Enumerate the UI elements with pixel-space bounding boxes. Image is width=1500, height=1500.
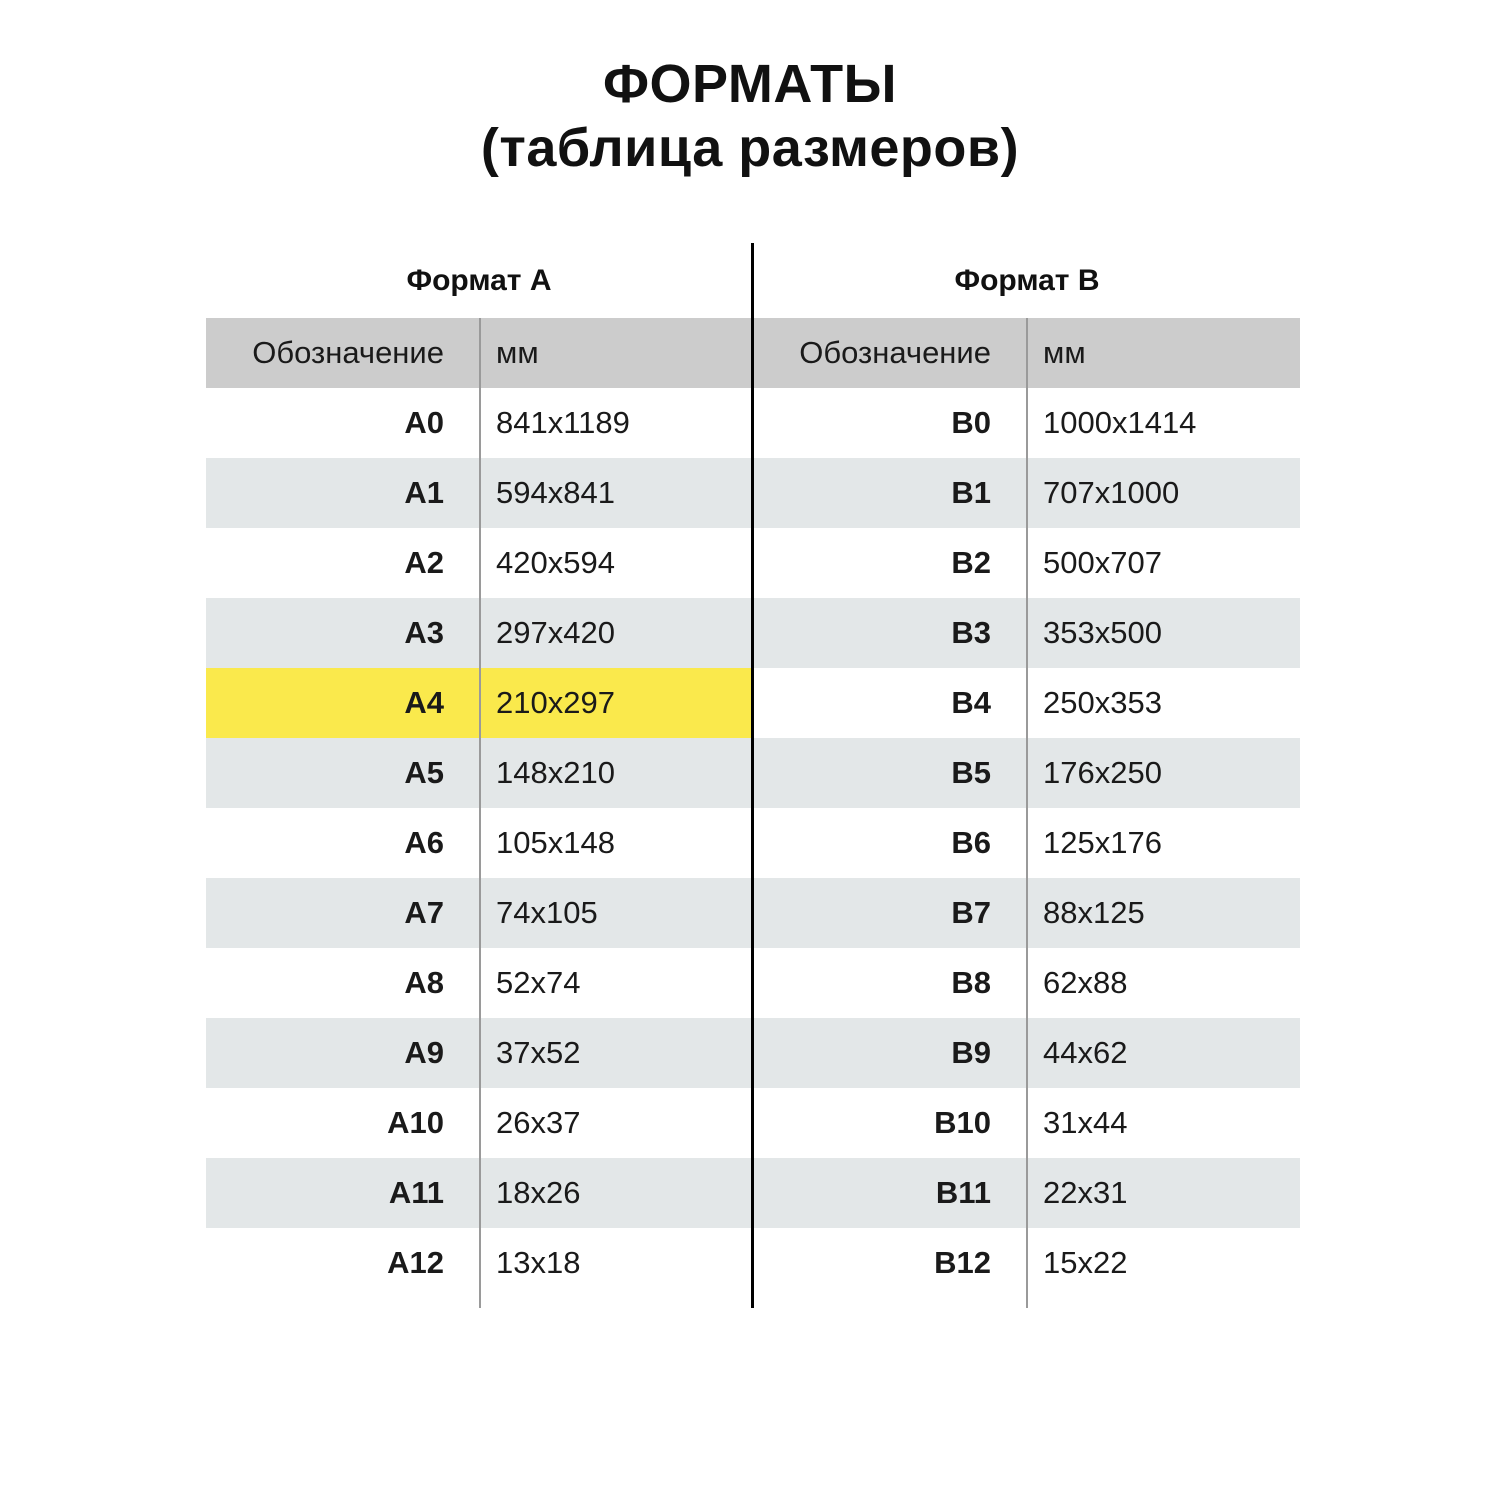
cell-a-mm: 594x841 <box>496 475 615 510</box>
group-header-format-a: Формат А <box>406 264 552 297</box>
row-half-a: A2 420x594 <box>206 528 751 598</box>
row-half-a: A3 297x420 <box>206 598 751 668</box>
cell-b-mm: 353x500 <box>1043 615 1162 650</box>
cell-b-code: B9 <box>951 1035 991 1070</box>
row-half-b: B8 62x88 <box>753 948 1300 1018</box>
row-half-a: A6 105x148 <box>206 808 751 878</box>
row-half-b: B12 15x22 <box>753 1228 1300 1298</box>
row-half-a: A7 74x105 <box>206 878 751 948</box>
cell-a-code: A2 <box>404 545 444 580</box>
group-header-format-b: Формат В <box>954 264 1100 297</box>
cell-a-code: A0 <box>404 405 444 440</box>
cell-b-code: B12 <box>934 1245 991 1280</box>
cell-b-code: B7 <box>951 895 991 930</box>
cell-b-mm: 22x31 <box>1043 1175 1128 1210</box>
row-half-a: Обозначение мм <box>206 318 751 388</box>
cell-b-mm: 15x22 <box>1043 1245 1128 1280</box>
cell-b-mm: 1000x1414 <box>1043 405 1197 440</box>
cell-b-mm: 88x125 <box>1043 895 1145 930</box>
row-half-b: B5 176x250 <box>753 738 1300 808</box>
cell-a-mm: 74x105 <box>496 895 598 930</box>
row-half-b: B4 250x353 <box>753 668 1300 738</box>
cell-a-mm: 148x210 <box>496 755 615 790</box>
cell-b-code: B2 <box>951 545 991 580</box>
cell-a-mm: 26x37 <box>496 1105 581 1140</box>
cell-b-mm: 44x62 <box>1043 1035 1128 1070</box>
cell-b-code: B8 <box>951 965 991 1000</box>
cell-a-mm: мм <box>496 335 539 370</box>
cell-a-mm: 13x18 <box>496 1245 581 1280</box>
cell-a-code: Обозначение <box>252 335 444 370</box>
cell-a-mm: 841x1189 <box>496 405 630 440</box>
cell-a-code: A4 <box>404 685 444 720</box>
column-divider-b <box>1026 318 1028 1308</box>
row-half-a: A4 210x297 <box>206 668 751 738</box>
cell-b-mm: 31x44 <box>1043 1105 1128 1140</box>
cell-a-mm: 37x52 <box>496 1035 581 1070</box>
page-title: ФОРМАТЫ (таблица размеров) <box>0 52 1500 180</box>
cell-a-code: A11 <box>388 1175 444 1210</box>
row-half-a: A12 13x18 <box>206 1228 751 1298</box>
cell-b-mm: 500x707 <box>1043 545 1162 580</box>
row-half-a: A1 594x841 <box>206 458 751 528</box>
cell-a-code: A3 <box>404 615 444 650</box>
cell-b-mm: 707x1000 <box>1043 475 1180 510</box>
cell-b-code: B11 <box>935 1175 991 1210</box>
cell-a-code: A8 <box>404 965 444 1000</box>
row-half-a: A8 52x74 <box>206 948 751 1018</box>
cell-b-mm: 125x176 <box>1043 825 1162 860</box>
cell-a-mm: 105x148 <box>496 825 615 860</box>
cell-a-mm: 210x297 <box>496 685 615 720</box>
cell-a-code: A12 <box>387 1245 444 1280</box>
row-half-b: B2 500x707 <box>753 528 1300 598</box>
cell-a-mm: 52x74 <box>496 965 581 1000</box>
cell-b-code: B5 <box>951 755 991 790</box>
row-half-b: B7 88x125 <box>753 878 1300 948</box>
cell-b-code: B0 <box>951 405 991 440</box>
cell-a-mm: 18x26 <box>496 1175 581 1210</box>
cell-a-mm: 297x420 <box>496 615 615 650</box>
cell-b-code: B10 <box>934 1105 991 1140</box>
group-header-row: Формат А Формат В <box>206 243 1300 318</box>
column-divider-a <box>479 318 481 1308</box>
cell-a-mm: 420x594 <box>496 545 615 580</box>
center-divider <box>751 243 754 1308</box>
row-half-a: A10 26x37 <box>206 1088 751 1158</box>
cell-a-code: A10 <box>387 1105 444 1140</box>
cell-b-mm: мм <box>1043 335 1086 370</box>
row-half-b: Обозначение мм <box>753 318 1300 388</box>
cell-b-code: B6 <box>951 825 991 860</box>
cell-b-mm: 176x250 <box>1043 755 1162 790</box>
row-half-a: A9 37x52 <box>206 1018 751 1088</box>
cell-a-code: A7 <box>404 895 444 930</box>
row-half-b: B9 44x62 <box>753 1018 1300 1088</box>
cell-b-code: Обозначение <box>799 335 991 370</box>
row-half-b: B11 22x31 <box>753 1158 1300 1228</box>
title-line-1: ФОРМАТЫ <box>602 54 898 114</box>
row-half-b: B10 31x44 <box>753 1088 1300 1158</box>
row-half-a: A11 18x26 <box>206 1158 751 1228</box>
title-line-2: (таблица размеров) <box>480 118 1020 178</box>
row-half-b: B0 1000x1414 <box>753 388 1300 458</box>
cell-a-code: A1 <box>404 475 444 510</box>
cell-a-code: A5 <box>404 755 444 790</box>
row-half-b: B1 707x1000 <box>753 458 1300 528</box>
cell-a-code: A9 <box>404 1035 444 1070</box>
row-half-a: A0 841x1189 <box>206 388 751 458</box>
formats-table: Обозначение мм Обозначение мм A0 841x1189 B0 10… <box>206 243 1300 1308</box>
row-half-a: A5 148x210 <box>206 738 751 808</box>
row-half-b: B6 125x176 <box>753 808 1300 878</box>
row-half-b: B3 353x500 <box>753 598 1300 668</box>
cell-b-mm: 62x88 <box>1043 965 1128 1000</box>
cell-a-code: A6 <box>404 825 444 860</box>
cell-b-code: B3 <box>951 615 991 650</box>
cell-b-code: B4 <box>951 685 991 720</box>
cell-b-code: B1 <box>951 475 991 510</box>
cell-b-mm: 250x353 <box>1043 685 1162 720</box>
